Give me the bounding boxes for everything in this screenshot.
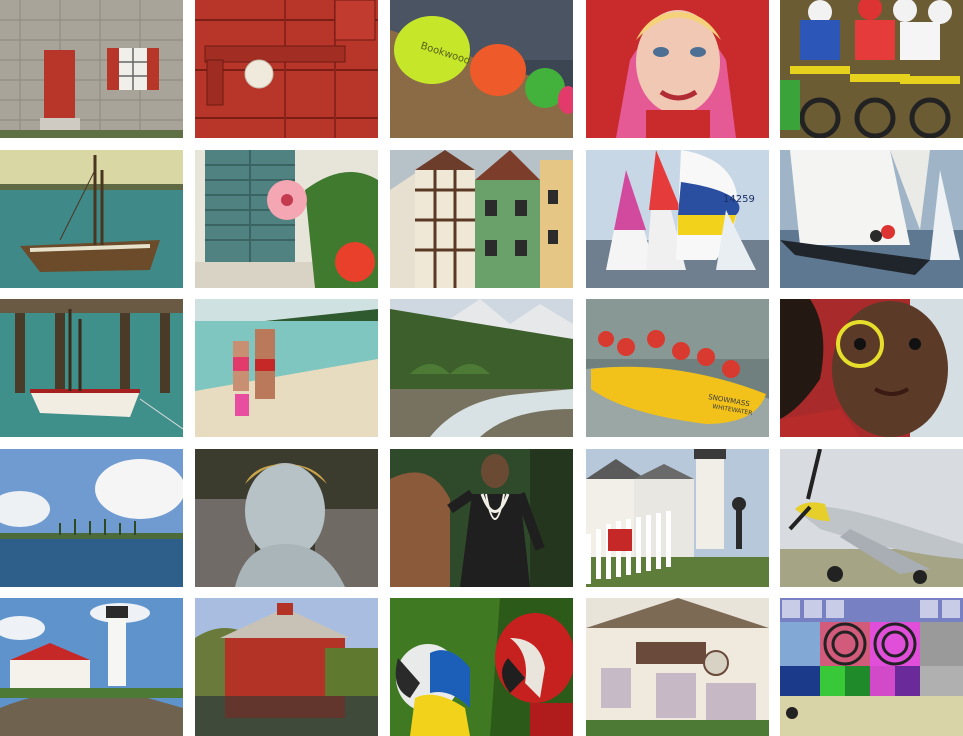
tile-lighthouse-fence [586, 449, 769, 587]
tile-mustang-plane [780, 449, 963, 587]
tile-lighthouse-coast [0, 598, 183, 736]
tile-sailboat-heeling [780, 150, 963, 288]
tile-beach-couple [195, 299, 378, 437]
tile-colored-caps: Bookwood [390, 0, 573, 138]
tile-test-chart [780, 598, 963, 736]
tile-old-boat-pier [0, 299, 183, 437]
tile-macaws [390, 598, 573, 736]
tile-sailboat-race: 14259 [586, 150, 769, 288]
tile-sailboat-sea [0, 150, 183, 288]
tile-woman-red-hood [586, 0, 769, 138]
tile-rafting: SNOWMASS WHITEWATER [586, 299, 769, 437]
tile-green-shutters [195, 150, 378, 288]
svg-text:14259: 14259 [723, 194, 755, 205]
tile-statue-laurel [195, 449, 378, 587]
tile-painted-house [586, 598, 769, 736]
tile-stone-house [0, 0, 183, 138]
tile-palm-island [0, 449, 183, 587]
tile-child-face-paint [780, 299, 963, 437]
tile-red-barn [195, 598, 378, 736]
tile-woman-pearls [390, 449, 573, 587]
tile-timbered-houses [390, 150, 573, 288]
tile-red-door [195, 0, 378, 138]
tile-mountain-stream [390, 299, 573, 437]
tile-motocross [780, 0, 963, 138]
